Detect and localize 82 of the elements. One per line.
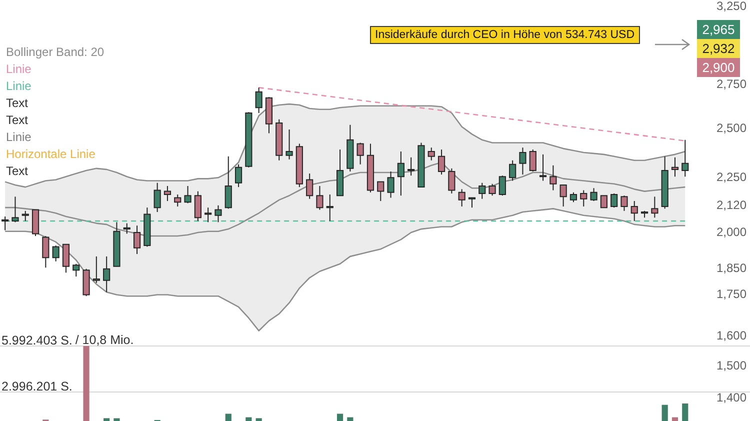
- candlestick: [397, 150, 404, 196]
- candlestick: [32, 209, 40, 237]
- candlestick: [214, 204, 222, 223]
- candlestick: [306, 173, 314, 200]
- candlestick: [478, 182, 486, 200]
- text: Linie: [6, 61, 32, 78]
- candlestick: [408, 156, 415, 176]
- y-tick-label: 1,750: [716, 286, 747, 301]
- candlestick: [458, 188, 466, 207]
- candlestick: [224, 156, 232, 210]
- candlestick: [539, 154, 547, 182]
- candlestick: [133, 225, 141, 254]
- annotation: Text: [6, 95, 30, 112]
- y-tick-label: 1,600: [716, 328, 747, 343]
- candlestick: [234, 164, 242, 188]
- y-tick-label: 1,850: [716, 261, 747, 276]
- candlestick: [2, 216, 9, 231]
- candlestick: [204, 207, 212, 223]
- candlestick: [428, 147, 435, 161]
- text: Linie: [6, 78, 32, 95]
- candlestick: [286, 129, 293, 160]
- line-series: [4, 208, 686, 332]
- candlestick: [438, 149, 446, 176]
- y-tick-label: 2,250: [716, 170, 747, 184]
- candlestick: [570, 192, 578, 203]
- candlestick: [377, 181, 384, 202]
- candlestick: [12, 196, 19, 223]
- candlestick: [316, 186, 324, 210]
- candlestick: [498, 175, 506, 196]
- candlestick: [22, 210, 29, 222]
- candlestick: [550, 164, 557, 191]
- candlestick: [529, 149, 536, 172]
- candlestick: [560, 184, 567, 207]
- text: 2,965: [697, 20, 740, 39]
- candlestick: [194, 190, 202, 222]
- candlestick: [255, 87, 262, 114]
- candlestick: [174, 194, 182, 207]
- candlestick: [52, 245, 60, 262]
- candlestick: [671, 156, 679, 178]
- y-tick-label: 2,500: [716, 121, 747, 136]
- candlestick: [62, 244, 70, 274]
- candlestick: [448, 168, 456, 194]
- text: Bollinger Band: 20: [6, 44, 104, 61]
- annotation: Linie: [6, 129, 32, 146]
- text: 2,932: [697, 39, 740, 58]
- candlestick: [356, 142, 364, 165]
- annotation: Insiderkäufe durch CEO in Höhe von 534.743 USD: [370, 26, 640, 44]
- candlestick: [42, 236, 50, 268]
- candlestick: [387, 170, 394, 198]
- candlestick: [154, 182, 161, 213]
- y2-tick-label: 5.992.403 S.: [2, 334, 72, 348]
- candlestick: [72, 263, 80, 277]
- y-tick-label: 3,250: [716, 0, 747, 14]
- candlestick: [123, 222, 130, 234]
- candlestick: [164, 186, 172, 202]
- candlestick: [610, 192, 618, 208]
- candlestick: [103, 256, 110, 293]
- candlestick: [509, 160, 516, 182]
- candlestick: [519, 147, 526, 176]
- candlestick: [580, 190, 588, 207]
- candlestick: [92, 256, 100, 284]
- annotation: Horizontale Linie: [6, 146, 96, 163]
- annotation: Text: [6, 163, 30, 180]
- y-tick-label: 2,750: [716, 76, 747, 91]
- candlestick: [590, 188, 598, 202]
- candlestick: [488, 183, 496, 196]
- y2-tick-label: 2.996.201 S.: [2, 379, 72, 394]
- candlestick: [326, 194, 334, 222]
- y-tick-label: 2,120: [716, 198, 747, 212]
- candlestick: [630, 200, 638, 222]
- candlestick: [600, 195, 608, 208]
- y-tick-label: 2,000: [716, 224, 747, 239]
- candlestick: [620, 195, 628, 212]
- candlestick: [468, 197, 476, 208]
- text: 2,900: [697, 58, 740, 77]
- candlestick: [651, 196, 658, 218]
- annotation: Text: [6, 112, 30, 129]
- y-tick-label: 1,400: [716, 390, 747, 405]
- candlestick: [682, 139, 689, 178]
- candlestick: [184, 186, 192, 204]
- y-tick-label: 1,500: [716, 358, 747, 373]
- annotation: / 10,8 Mio.: [75, 332, 134, 348]
